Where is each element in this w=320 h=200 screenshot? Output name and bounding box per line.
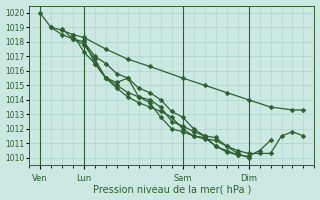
X-axis label: Pression niveau de la mer( hPa ): Pression niveau de la mer( hPa ) bbox=[92, 184, 251, 194]
